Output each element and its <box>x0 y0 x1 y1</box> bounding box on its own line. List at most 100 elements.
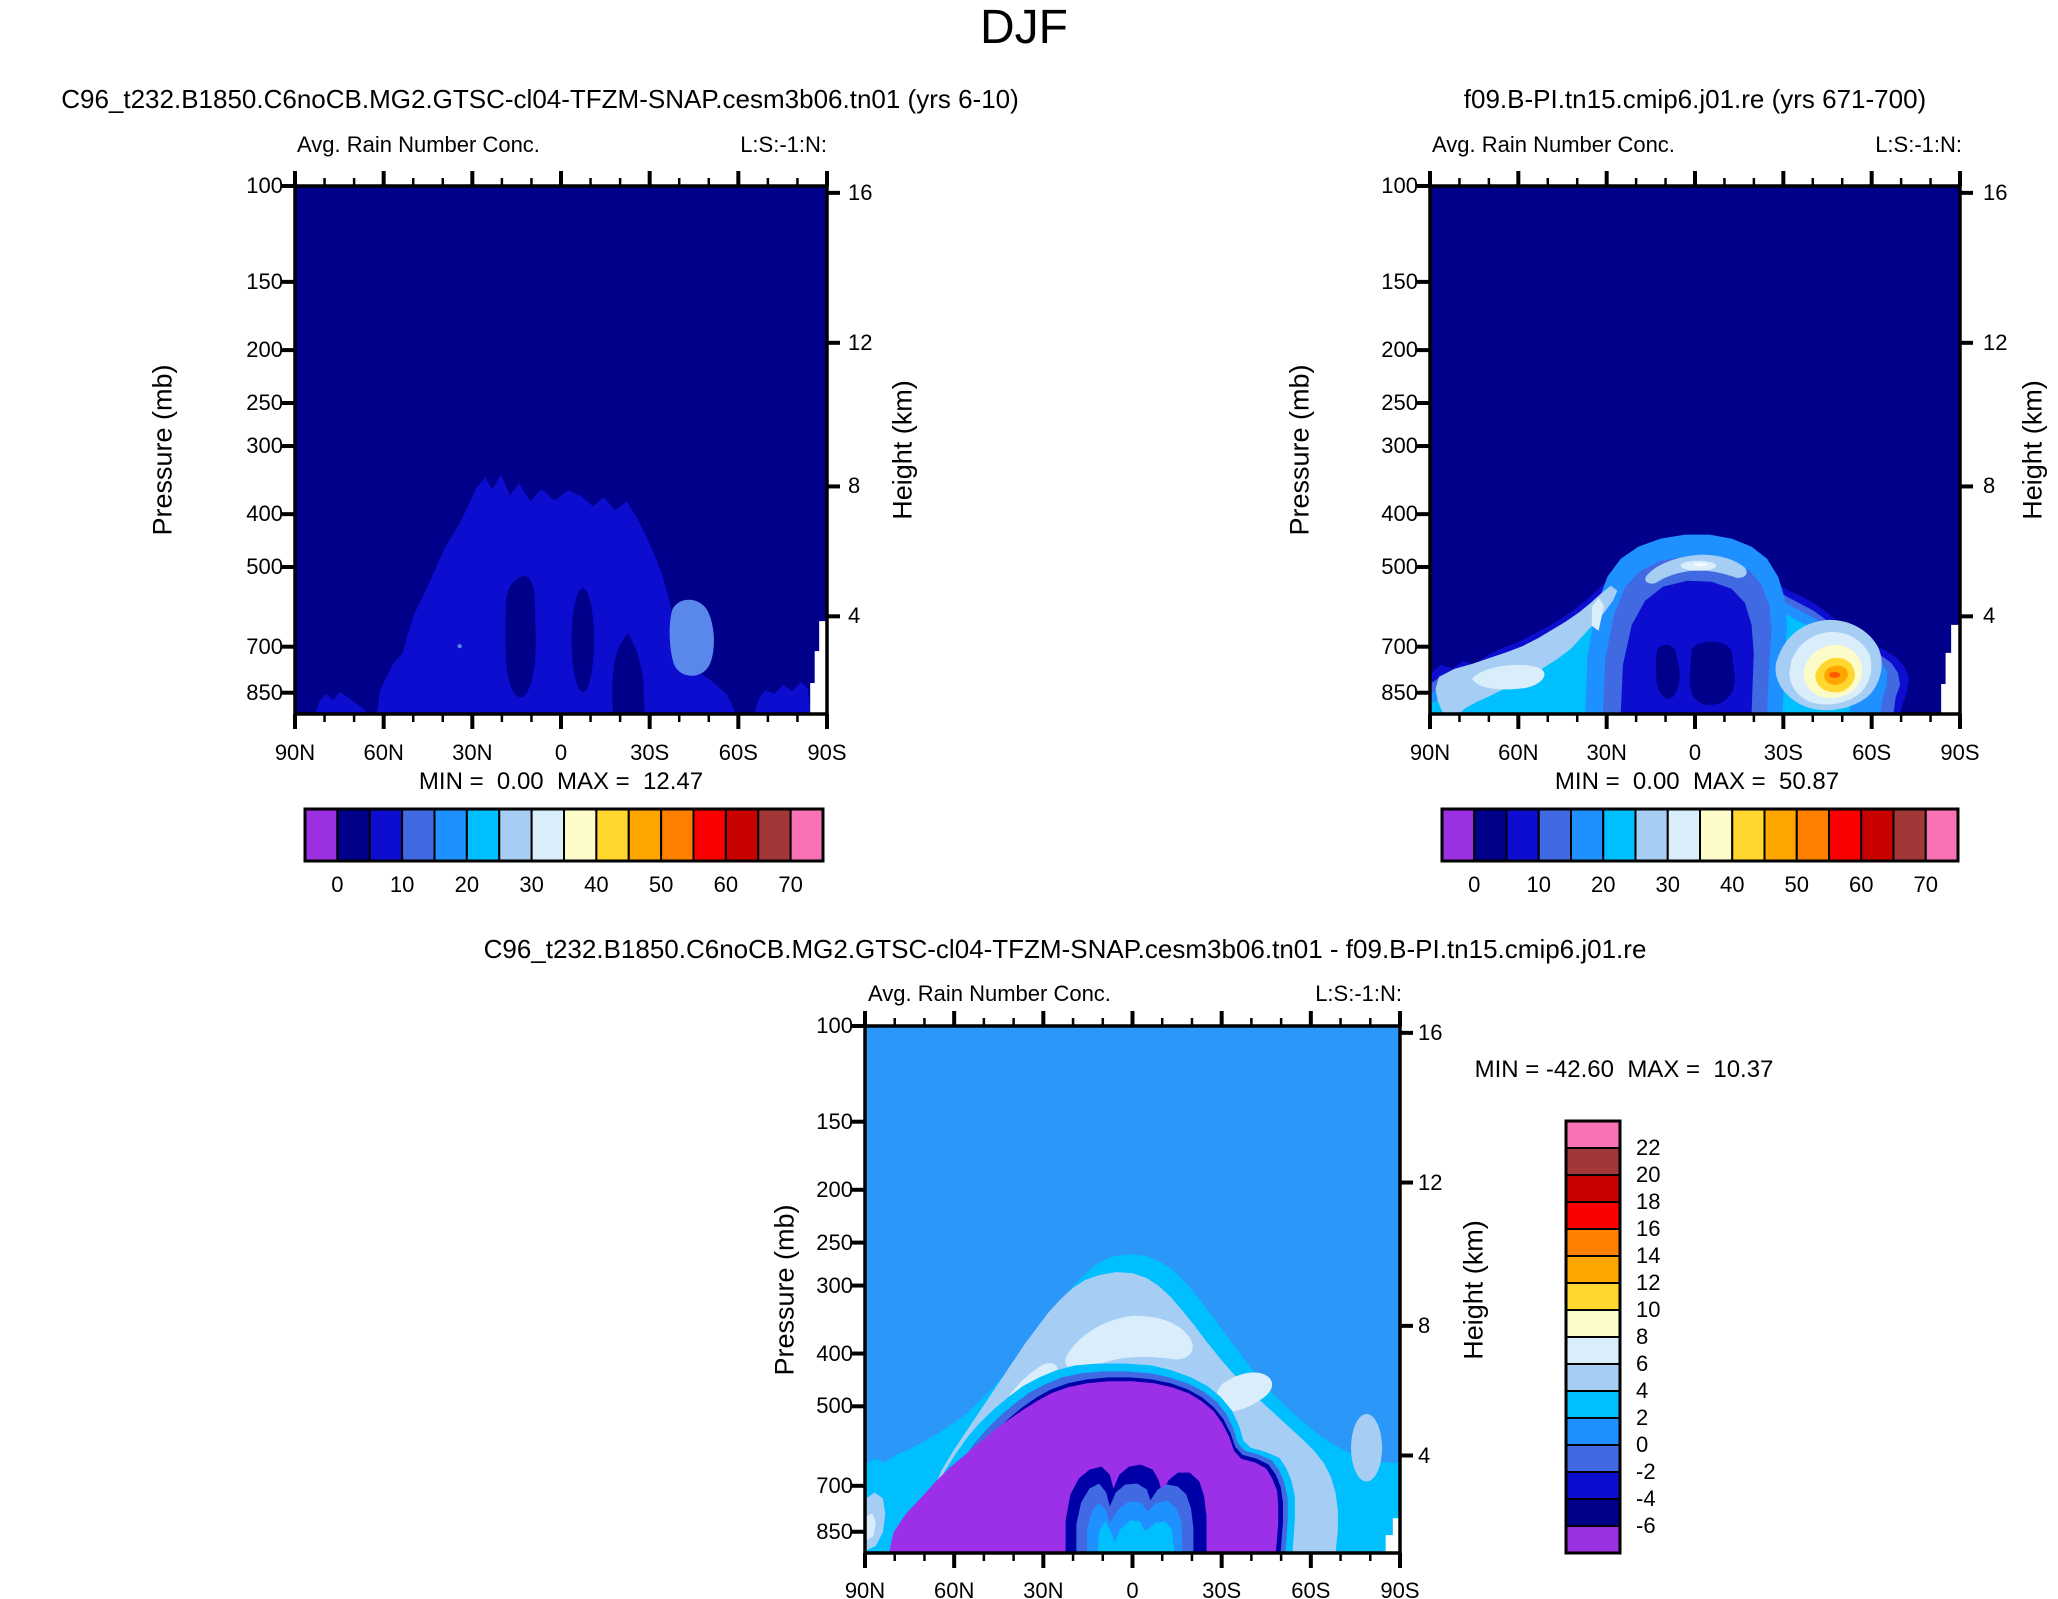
colorbar-tick-label: 2 <box>1636 1405 1649 1430</box>
colorbar-tick-label: -2 <box>1636 1459 1656 1484</box>
colorbar-cell <box>498 808 533 862</box>
colorbar-tick-label: 40 <box>1720 872 1745 897</box>
height-tick-label: 4 <box>848 603 861 629</box>
colorbar-cell <box>724 808 760 862</box>
colorbar-panel2 <box>1440 807 1960 863</box>
y-tick-label: 500 <box>816 1393 853 1419</box>
x-tick-label: 0 <box>1126 1578 1139 1599</box>
colorbar-cell <box>1565 1282 1621 1311</box>
x-tick-label: 90N <box>844 1578 886 1599</box>
plot-frame <box>1428 184 1962 716</box>
y-tick-label: 100 <box>816 1013 853 1038</box>
colorbar-cell <box>1505 808 1540 862</box>
panel2-crest-core <box>1693 562 1708 567</box>
panel2-height-axis-label: Height (km) <box>2017 380 2048 520</box>
x-tick-label: 60N <box>363 740 404 765</box>
panel1-minmax: MIN = 0.00 MAX = 12.47 <box>418 768 704 795</box>
colorbar-cell <box>1602 808 1637 862</box>
panel2-terrain-mask <box>1941 624 1960 714</box>
colorbar-cell <box>595 808 630 862</box>
height-tick-label: 8 <box>1983 473 1996 499</box>
colorbar-tick-label: 0 <box>1468 872 1481 897</box>
colorbar-cell <box>1924 808 1959 862</box>
colorbar-cell <box>1565 1363 1621 1392</box>
colorbar-cell <box>465 808 501 862</box>
colorbar-tick-label: 60 <box>1849 872 1874 897</box>
colorbar-tick-label: 30 <box>519 872 544 897</box>
colorbar-tick-label: 8 <box>1636 1324 1649 1349</box>
colorbar-cell <box>1565 1390 1621 1419</box>
panel2-minmax: MIN = 0.00 MAX = 50.87 <box>1554 768 1840 795</box>
x-tick-label: 30S <box>1763 740 1803 765</box>
x-tick-label: 90S <box>1940 740 1980 765</box>
colorbar-cell <box>1565 1336 1621 1365</box>
colorbar-cell <box>692 808 727 862</box>
panel1-contour-hole <box>505 575 536 698</box>
y-tick-label: 200 <box>246 337 283 363</box>
panel1-contour-hole <box>612 633 645 714</box>
page-title: DJF <box>980 1 1068 54</box>
colorbar-cell <box>336 808 371 862</box>
colorbar-tick-label: 60 <box>713 872 739 897</box>
panel3-left-string: Avg. Rain Number Conc. <box>868 981 1111 1006</box>
colorbar-cell <box>1565 1417 1621 1446</box>
colorbar-cell <box>530 808 565 862</box>
panel2-left-string: Avg. Rain Number Conc. <box>1432 132 1675 157</box>
colorbar-cell <box>627 808 663 862</box>
colorbar-tick-label: 10 <box>1526 872 1551 897</box>
panel3-right-string: L:S:-1:N: <box>1315 981 1402 1006</box>
x-tick-label: 30S <box>630 740 670 765</box>
y-tick-label: 300 <box>1381 433 1418 459</box>
colorbar-tick-label: 40 <box>584 872 609 897</box>
colorbar-tick-label: 20 <box>1591 872 1616 897</box>
y-tick-label: 500 <box>1381 554 1418 579</box>
colorbar-cell <box>1565 1147 1621 1176</box>
y-tick-label: 200 <box>816 1176 853 1202</box>
x-tick-label: 90N <box>274 740 316 765</box>
colorbar-tick-label: 10 <box>389 872 415 897</box>
colorbar-cell <box>757 808 792 862</box>
panel1-height-axis-label: Height (km) <box>887 380 918 520</box>
x-tick-label: 60S <box>1852 740 1892 765</box>
colorbar-cell <box>1565 1201 1621 1230</box>
panel3-axes <box>852 1011 1413 1568</box>
panel2-north-band-core <box>1472 664 1545 690</box>
y-tick-label: 150 <box>816 1108 853 1134</box>
panel3-terrain-mask <box>1385 1518 1400 1553</box>
y-tick-label: 850 <box>1381 679 1418 705</box>
height-tick-label: 12 <box>848 329 873 355</box>
panel1-contour-region <box>315 692 369 714</box>
panel1-axes <box>282 171 840 729</box>
panel3-corner-patch <box>865 1513 876 1542</box>
x-tick-label: 90N <box>1409 740 1451 765</box>
x-tick-label: 60S <box>1291 1578 1331 1599</box>
y-tick-label: 200 <box>1381 337 1418 363</box>
colorbar-cell <box>1699 808 1734 862</box>
colorbar-tick-label: -4 <box>1636 1486 1656 1511</box>
x-tick-label: 60N <box>1498 740 1539 765</box>
colorbar-tick-label: 4 <box>1636 1378 1649 1403</box>
colorbar-tick-label: 70 <box>778 872 803 897</box>
colorbar-cell <box>660 808 695 862</box>
colorbar-tick-label: 22 <box>1636 1135 1661 1160</box>
colorbar-cell <box>304 808 339 862</box>
colorbar-tick-label: 0 <box>331 872 344 897</box>
y-tick-label: 850 <box>246 679 283 705</box>
colorbar-cell <box>1763 808 1798 862</box>
panel2-contour-hole <box>1689 641 1735 705</box>
y-tick-label: 250 <box>246 390 283 415</box>
colorbar-cell <box>368 808 404 862</box>
y-tick-label: 500 <box>246 554 283 579</box>
colorbar-cell <box>1565 1120 1621 1149</box>
colorbar-cell <box>1892 808 1927 862</box>
colorbar-cell <box>1570 808 1605 862</box>
colorbar-cell <box>1441 808 1476 862</box>
colorbar-tick-label: 70 <box>1913 872 1938 897</box>
panel3-right-patch <box>1351 1414 1383 1482</box>
colorbar-tick-label: 50 <box>1784 872 1809 897</box>
colorbar-panel3 <box>1564 1119 1622 1555</box>
plot-frame <box>293 184 829 716</box>
panel3-pale-patch <box>1065 1315 1193 1371</box>
colorbar-tick-label: 50 <box>648 872 674 897</box>
